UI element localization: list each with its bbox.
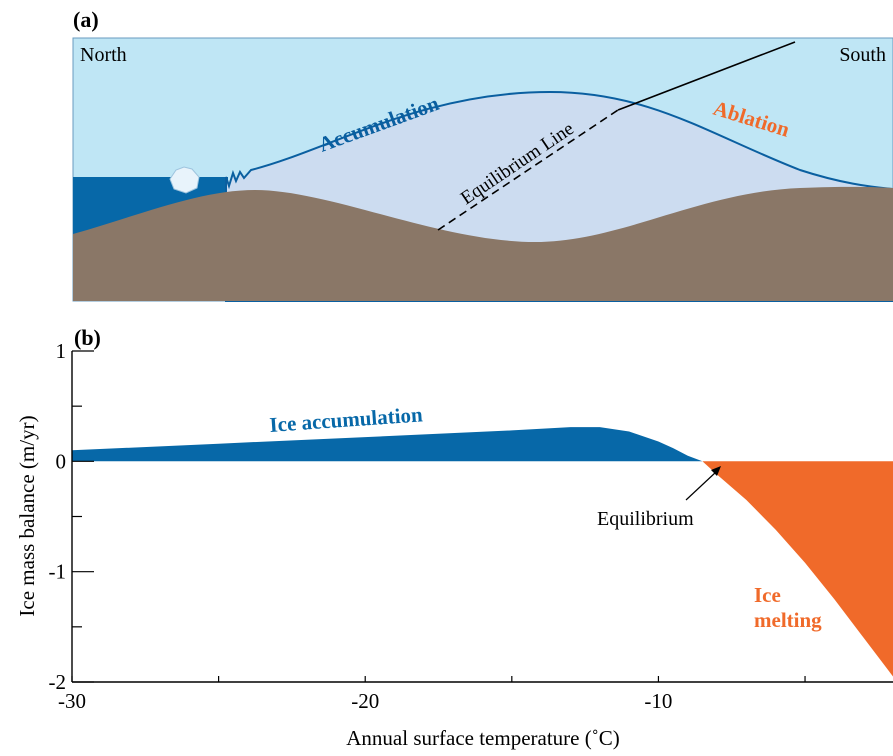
series-area-ice-accumulation	[72, 427, 703, 462]
equilibrium-arrow-head	[711, 466, 721, 476]
iceberg	[169, 166, 200, 194]
series-area-ice-melting	[702, 461, 893, 677]
equilibrium-label: Equilibrium	[597, 508, 694, 530]
panel-a-label: (a)	[73, 7, 99, 32]
y-tick-label: 0	[56, 449, 67, 473]
y-axis-title: Ice mass balance (m/yr)	[15, 415, 39, 616]
equilibrium-line-solid	[617, 41, 796, 111]
ice-melting-label-2: melting	[754, 608, 822, 632]
panel-b-label: (b)	[74, 325, 101, 350]
equilibrium-arrow-line	[685, 471, 717, 501]
y-tick-label: 1	[56, 339, 67, 363]
north-label: North	[80, 44, 127, 66]
south-label: South	[839, 44, 886, 66]
ground	[73, 186, 893, 301]
equilibrium-line-dashed	[437, 109, 619, 231]
y-tick-label: -2	[49, 670, 67, 694]
ice-melting-label-1: Ice	[754, 583, 781, 607]
panel-a: (a) North South Accumulation Ablation Eq…	[72, 7, 893, 302]
chart-area: -30 -20 -10 1 0 -1 -2	[49, 339, 893, 713]
x-tick-label: -10	[644, 689, 672, 713]
x-axis-title: Annual surface temperature (˚C)	[346, 726, 619, 750]
x-tick-label: -30	[58, 689, 86, 713]
x-tick-label: -20	[351, 689, 379, 713]
ice-accumulation-label: Ice accumulation	[269, 402, 424, 437]
panel-b: (b) -30 -20 -10 1 0 -1 -2 Ice accumulation Ice…	[15, 325, 893, 750]
y-tick-label: -1	[49, 560, 67, 584]
